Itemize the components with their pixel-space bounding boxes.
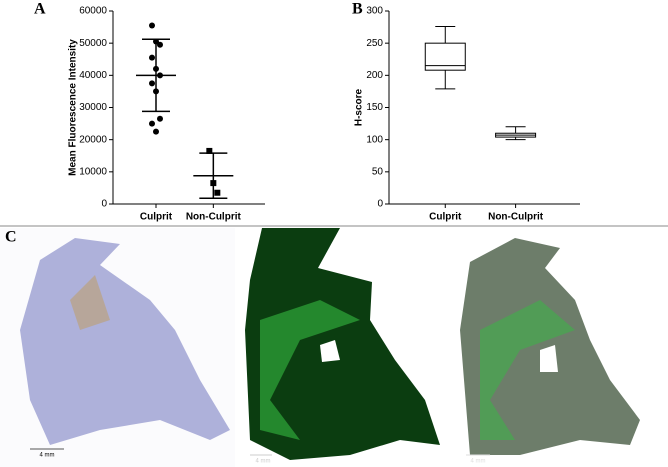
- data-point: [149, 120, 155, 127]
- scale-label: 4 mm: [256, 459, 271, 465]
- y-axis-label: H-score: [354, 88, 365, 126]
- data-point: [153, 128, 159, 135]
- data-point: [214, 189, 221, 196]
- y-tick-label: 50000: [79, 38, 107, 49]
- data-point: [149, 54, 155, 61]
- y-axis-label: Mean Fluorescence Intensity: [68, 39, 79, 176]
- y-tick-label: 60000: [79, 6, 107, 17]
- x-tick-label: Non-Culprit: [488, 212, 544, 223]
- image-panel: 4 mm: [236, 228, 450, 467]
- data-point: [206, 147, 213, 154]
- scale-label: 4 mm: [471, 459, 486, 465]
- data-point: [149, 22, 155, 29]
- data-point: [157, 41, 163, 48]
- x-tick-label: Non-Culprit: [186, 212, 242, 223]
- y-tick-label: 250: [366, 38, 383, 49]
- y-tick-label: 200: [366, 70, 383, 81]
- y-tick-label: 0: [377, 199, 383, 210]
- x-tick-label: Culprit: [429, 212, 462, 223]
- x-tick-label: Culprit: [140, 212, 173, 223]
- panel-label: B: [352, 1, 363, 18]
- panel-label: C: [5, 229, 17, 246]
- y-tick-label: 50: [372, 166, 384, 177]
- y-tick-label: 10000: [79, 166, 107, 177]
- y-tick-label: 100: [366, 134, 383, 145]
- panel-label: A: [34, 1, 46, 18]
- image-panel: 4 mm: [0, 228, 235, 467]
- y-tick-label: 300: [366, 6, 383, 17]
- image-panel: 4 mm: [452, 228, 668, 467]
- y-tick-label: 30000: [79, 102, 107, 113]
- scale-label: 4 mm: [40, 453, 55, 459]
- y-tick-label: 20000: [79, 134, 107, 145]
- y-tick-label: 0: [101, 199, 107, 210]
- data-point: [157, 115, 163, 122]
- data-point: [149, 80, 155, 87]
- y-tick-label: 150: [366, 102, 383, 113]
- y-tick-label: 40000: [79, 70, 107, 81]
